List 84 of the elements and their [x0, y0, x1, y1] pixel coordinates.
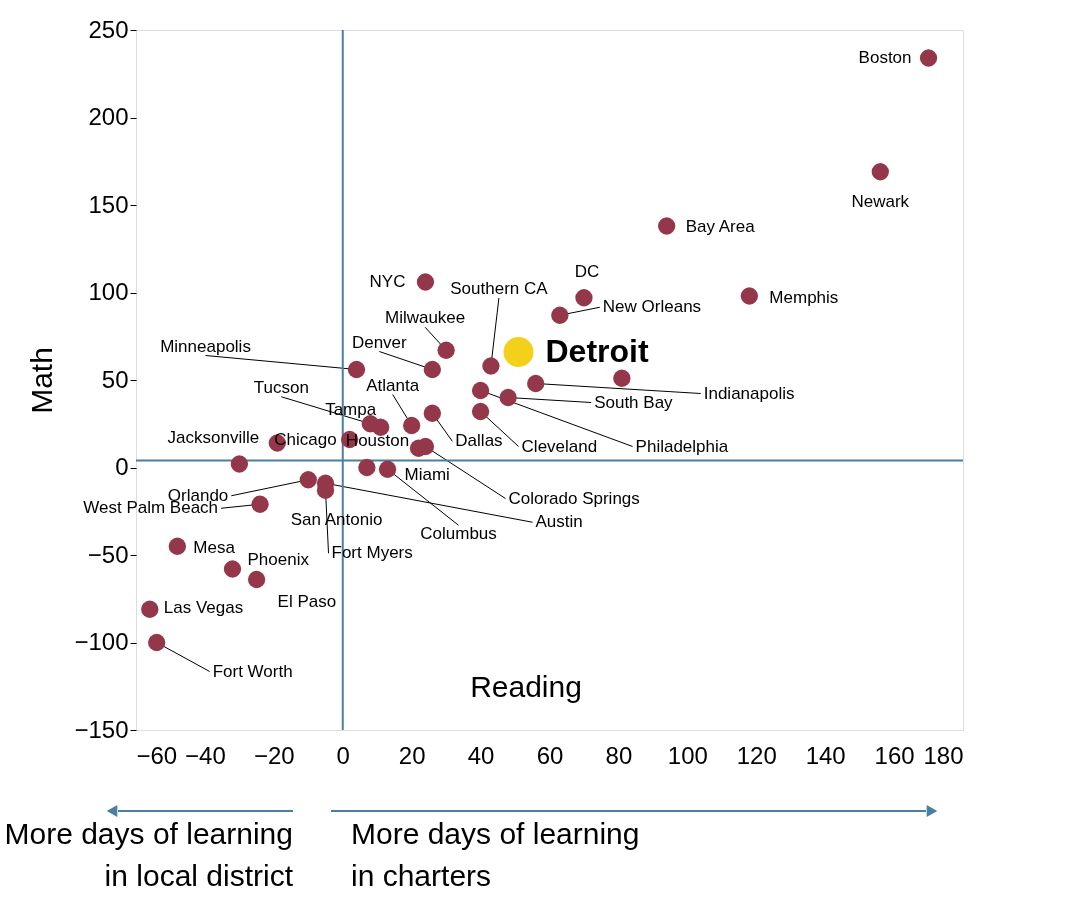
x-tick-label: 0 [336, 741, 350, 769]
annotation: DC [574, 261, 600, 281]
annotation: Southern CA [450, 279, 549, 298]
point [527, 374, 545, 393]
annotation: Indianapolis [703, 383, 795, 403]
point [503, 337, 534, 367]
annotation: Boston [858, 48, 912, 67]
annotation: Milwaukee [384, 308, 466, 328]
annotation: NYC [369, 272, 406, 291]
text: More days of learning in charters [351, 817, 640, 892]
annotation: Jacksonville [167, 428, 260, 447]
annotation: Austin [535, 512, 583, 532]
point [499, 388, 517, 407]
point [251, 495, 269, 513]
point [230, 455, 249, 473]
point [347, 360, 366, 379]
x-tick-label: 120 [736, 741, 777, 769]
annotation: Denver [351, 332, 408, 352]
y-tick-label: 150 [88, 190, 129, 218]
annotation: Memphis [769, 288, 839, 307]
x-tick-label: −20 [253, 741, 295, 769]
annotation: Philadelphia [635, 436, 729, 456]
annotation: South Bay [594, 392, 674, 412]
point [423, 404, 441, 422]
x-tick-label: 80 [605, 741, 633, 769]
annotation: Colorado Springs [508, 488, 640, 508]
point [423, 360, 441, 379]
text: More days of learning in local district [4, 817, 294, 892]
annotation: Dallas [455, 431, 503, 451]
point [416, 273, 435, 291]
point [613, 369, 631, 387]
x-tick-label: 100 [667, 741, 708, 769]
x-tick-label: 20 [398, 741, 426, 769]
annotation: Newark [851, 191, 910, 211]
point [223, 560, 242, 578]
x-axis-title: Reading [470, 670, 582, 703]
annotation: Tucson [253, 377, 309, 397]
annotation: Cleveland [521, 436, 598, 456]
annotation: Las Vegas [163, 598, 244, 618]
point [471, 381, 490, 400]
y-tick-label: −50 [87, 540, 129, 568]
y-axis-title: Math [25, 347, 59, 414]
point [740, 287, 759, 305]
x-tick-label: 180 [923, 741, 964, 769]
y-tick-label: 0 [115, 453, 129, 480]
point [658, 217, 676, 235]
x-tick-label: −60 [136, 741, 178, 769]
y-tick-label: 250 [88, 15, 129, 43]
x-tick-label: −40 [185, 741, 226, 769]
x-tick-label: 140 [805, 741, 846, 769]
point [358, 458, 376, 477]
point [551, 306, 569, 324]
annotation: Mesa [193, 538, 236, 558]
y-tick-label: −150 [74, 715, 129, 743]
annotation: Phoenix [247, 550, 310, 569]
point [299, 471, 317, 489]
annotation: Atlanta [366, 375, 420, 395]
annotation: Fort Worth [212, 661, 293, 681]
point [403, 416, 421, 435]
annotation: Miami [404, 465, 450, 485]
point [575, 289, 593, 307]
point [168, 537, 187, 555]
y-tick-label: 200 [88, 103, 129, 130]
annotation: Detroit [545, 333, 649, 369]
point [871, 163, 889, 181]
point [378, 460, 397, 478]
x-tick-label: 60 [536, 741, 564, 769]
point [471, 402, 490, 421]
point [141, 600, 159, 618]
annotation: El Paso [277, 591, 337, 611]
annotation: Minneapolis [160, 336, 251, 356]
y-tick-label: 100 [88, 278, 129, 305]
y-tick-label: 50 [101, 365, 129, 393]
annotation: Columbus [420, 524, 497, 544]
x-tick-label: 160 [874, 741, 915, 769]
y-tick-label: −100 [74, 628, 129, 655]
x-tick-label: 40 [467, 741, 495, 769]
annotation: Bay Area [685, 217, 756, 236]
point [148, 633, 166, 652]
point [482, 357, 500, 375]
point [437, 341, 455, 359]
point [247, 570, 266, 589]
annotation: New Orleans [602, 297, 702, 317]
point [919, 49, 938, 67]
